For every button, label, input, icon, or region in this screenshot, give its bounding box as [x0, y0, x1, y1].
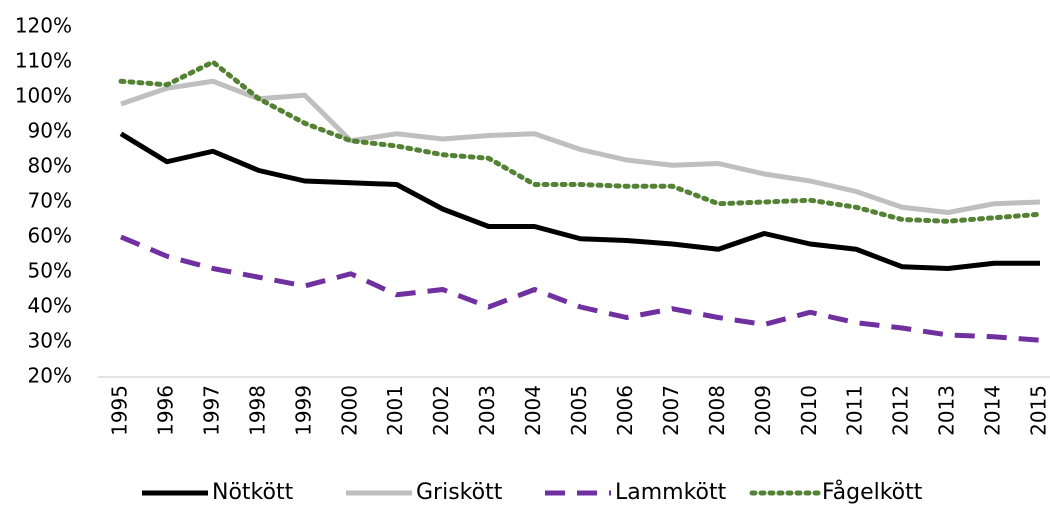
x-tick-label: 2001 — [383, 385, 407, 436]
series-line — [120, 234, 1041, 343]
x-tick-label: 2006 — [613, 385, 637, 436]
x-tick-label: 2012 — [889, 385, 913, 436]
legend-label: Fågelkött — [822, 479, 923, 505]
legend-label: Nötkött — [212, 480, 294, 505]
y-tick-label: 60% — [28, 224, 72, 248]
x-tick-label: 2007 — [659, 385, 683, 436]
x-tick-label: 2000 — [337, 385, 361, 436]
series-line — [120, 78, 1041, 215]
x-tick-label: 2003 — [475, 385, 499, 436]
x-tick-label: 2013 — [935, 385, 959, 436]
x-tick-label: 1996 — [153, 385, 177, 436]
y-tick-label: 40% — [28, 294, 72, 318]
y-tick-label: 100% — [15, 84, 72, 108]
x-tick-label: 2008 — [705, 385, 729, 436]
y-tick-label: 30% — [28, 329, 72, 353]
y-tick-label: 90% — [28, 119, 72, 143]
y-tick-label: 70% — [28, 189, 72, 213]
x-tick-label: 2005 — [567, 385, 591, 436]
x-tick-label: 2004 — [521, 385, 545, 436]
x-tick-label: 2011 — [843, 385, 867, 436]
series-line — [119, 131, 1040, 271]
x-tick-label: 2010 — [797, 385, 821, 436]
x-tick-label: 2002 — [429, 385, 453, 436]
y-tick-label: 50% — [28, 259, 72, 283]
x-tick-label: 2014 — [981, 385, 1005, 436]
x-tick-label: 1998 — [245, 385, 269, 436]
x-tick-label: 2009 — [751, 385, 775, 436]
y-tick-label: 120% — [15, 14, 72, 38]
y-tick-label: 20% — [28, 364, 72, 388]
series-line — [118, 59, 1043, 224]
y-tick-label: 80% — [28, 154, 72, 178]
x-tick-label: 2015 — [1027, 385, 1050, 436]
x-tick-label: 1999 — [291, 385, 315, 436]
legend-label: Griskött — [416, 480, 503, 505]
legend-label: Lammkött — [615, 480, 727, 505]
x-tick-label: 1997 — [199, 385, 223, 436]
y-tick-label: 110% — [15, 49, 72, 73]
x-tick-label: 1995 — [108, 385, 132, 436]
